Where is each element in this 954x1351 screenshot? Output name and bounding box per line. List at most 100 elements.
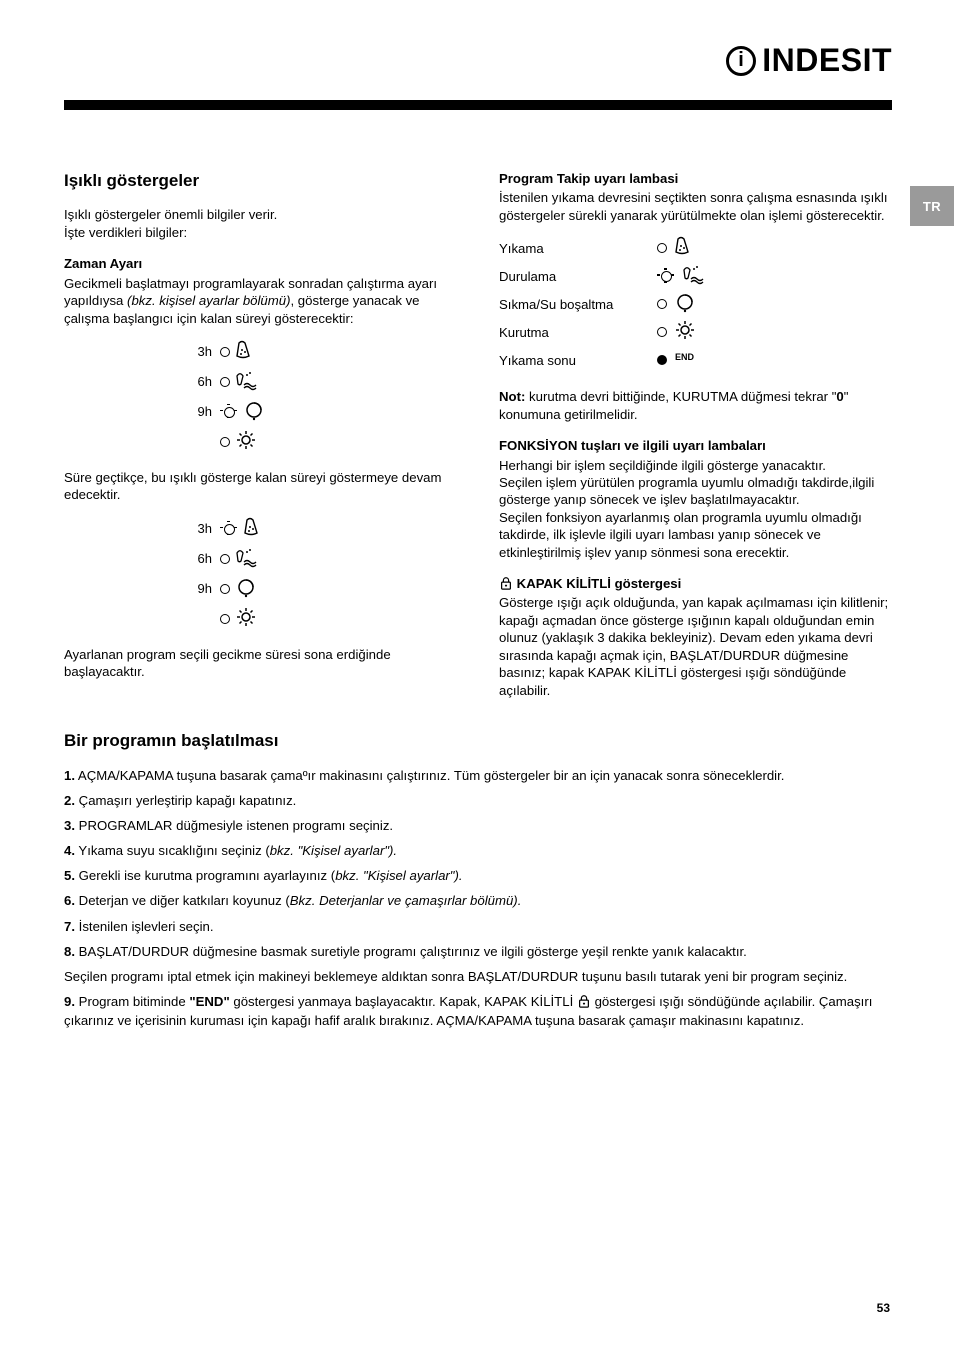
phase-label: Yıkama <box>499 240 649 257</box>
step-text: Program bitiminde <box>75 994 189 1009</box>
delay-label: 9h <box>184 403 212 420</box>
spin-icon <box>675 292 695 316</box>
text: KAPAK KİLİTLİ göstergesi <box>517 576 682 591</box>
step-text: Yıkama suyu sıcaklığını seçiniz ( <box>75 843 270 858</box>
text: Seçilen fonksiyon ayarlanmış olan progra… <box>499 509 894 561</box>
phase-row: Yıkama sonu <box>499 346 894 374</box>
led-indicator <box>657 269 675 283</box>
step-num: 2. <box>64 793 75 808</box>
heading-indicators: Işıklı göstergeler <box>64 170 459 192</box>
step-text: PROGRAMLAR düğmesiyle istenen programı s… <box>75 818 393 833</box>
text-bold: 0 <box>836 389 843 404</box>
step-num: 6. <box>64 893 75 908</box>
rinse-icon <box>236 547 256 571</box>
text: İşte verdikleri bilgiler: <box>64 225 187 240</box>
heading-door-locked: KAPAK KİLİTLİ göstergesi <box>499 575 894 592</box>
text: Gösterge ışığı açık olduğunda, yan kapak… <box>499 594 894 699</box>
delay-row <box>184 604 459 634</box>
text: Herhangi bir işlem seçildiğinde ilgili g… <box>499 457 894 474</box>
step-num: 3. <box>64 818 75 833</box>
delay-row: 6h <box>184 367 459 397</box>
rinse-icon <box>236 370 256 394</box>
led-indicator <box>220 377 230 387</box>
step-text-italic: bkz. "Kişisel ayarlar"). <box>335 868 462 883</box>
note-label: Not: <box>499 389 525 404</box>
step-text: Seçilen programı iptal etmek için makine… <box>64 967 894 986</box>
phase-row: Sıkma/Su boşaltma <box>499 290 894 318</box>
led-indicator <box>220 554 230 564</box>
wash-icon <box>675 236 695 260</box>
step-num: 5. <box>64 868 75 883</box>
step-text: İstenilen işlevleri seçin. <box>75 919 214 934</box>
step-text-bold: "END" <box>189 994 229 1009</box>
phase-label: Yıkama sonu <box>499 352 649 369</box>
end-icon <box>675 348 695 372</box>
text: Işıklı göstergeler önemli bilgiler verir… <box>64 207 277 222</box>
led-indicator <box>657 327 667 337</box>
led-indicator <box>657 299 667 309</box>
delay-label: 3h <box>184 520 212 537</box>
delay-row <box>184 427 459 457</box>
led-indicator <box>657 243 667 253</box>
step-num: 8. <box>64 944 75 959</box>
start-program-section: Bir programın başlatılması 1. AÇMA/KAPAM… <box>64 729 894 1030</box>
lock-icon <box>499 576 513 591</box>
phase-label: Kurutma <box>499 324 649 341</box>
delay-label: 6h <box>184 550 212 567</box>
step-text: AÇMA/KAPAMA tuşuna basarak çamaºır makin… <box>75 768 784 783</box>
heading-time: Zaman Ayarı <box>64 255 459 272</box>
dry-icon <box>675 320 695 344</box>
left-column: Işıklı göstergeler Işıklı göstergeler ön… <box>64 170 459 709</box>
wash-icon <box>244 517 264 541</box>
lock-icon <box>577 994 591 1009</box>
delay-row: 6h <box>184 544 459 574</box>
phase-row: Durulama <box>499 262 894 290</box>
phase-row: Kurutma <box>499 318 894 346</box>
heading-function-buttons: FONKSİYON tuşları ve ilgili uyarı lambal… <box>499 437 894 454</box>
delay-label: 9h <box>184 580 212 597</box>
language-tab: TR <box>910 186 954 226</box>
step-num: 1. <box>64 768 75 783</box>
step-text-italic: bkz. "Kişisel ayarlar"). <box>270 843 397 858</box>
delay-row: 9h <box>184 574 459 604</box>
delay-label: 3h <box>184 343 212 360</box>
header-bar <box>64 100 892 110</box>
step-text: BAŞLAT/DURDUR düğmesine basmak suretiyle… <box>75 944 747 959</box>
step-num: 7. <box>64 919 75 934</box>
info-icon: i <box>726 46 756 76</box>
heading-start-program: Bir programın başlatılması <box>64 729 894 754</box>
text: İstenilen yıkama devresini seçtikten son… <box>499 189 894 224</box>
dry-icon <box>236 430 256 454</box>
step-text-italic: Bkz. Deterjanlar ve çamaşırlar bölümü). <box>290 893 522 908</box>
phase-label: Durulama <box>499 268 649 285</box>
spin-icon <box>244 400 264 424</box>
text: kurutma devri bittiğinde, KURUTMA düğmes… <box>525 389 836 404</box>
spin-icon <box>236 577 256 601</box>
led-indicator <box>657 355 667 365</box>
step-num: 4. <box>64 843 75 858</box>
led-indicator <box>220 522 238 536</box>
delay-row: 3h <box>184 337 459 367</box>
dry-icon <box>236 607 256 631</box>
led-indicator <box>220 614 230 624</box>
right-column: Program Takip uyarı lambasi İstenilen yı… <box>499 170 894 709</box>
led-indicator <box>220 437 230 447</box>
delay-row: 3h <box>184 514 459 544</box>
led-indicator <box>220 405 238 419</box>
step-num: 9. <box>64 994 75 1009</box>
phase-indicator-list: Yıkama Durulama Sıkma/Su boşaltma Kurutma Yı… <box>499 234 894 374</box>
text: Süre geçtikçe, bu ışıklı gösterge kalan … <box>64 469 459 504</box>
text: Ayarlanan program seçili gecikme süresi … <box>64 646 459 681</box>
page-number: 53 <box>877 1301 890 1315</box>
wash-icon <box>236 340 256 364</box>
step-text: göstergesi yanmaya başlayacaktır. Kapak,… <box>230 994 577 1009</box>
heading-program-phase: Program Takip uyarı lambasi <box>499 170 894 187</box>
delay-row: 9h <box>184 397 459 427</box>
step-text: Gerekli ise kurutma programını ayarlayın… <box>75 868 335 883</box>
delay-indicator-block-1: 3h 6h 9h <box>184 337 459 457</box>
step-text: Deterjan ve diğer katkıları koyunuz ( <box>75 893 290 908</box>
brand-text: INDESIT <box>762 42 892 79</box>
step-text: Çamaşırı yerleştirip kapağı kapatınız. <box>75 793 296 808</box>
led-indicator <box>220 347 230 357</box>
delay-label: 6h <box>184 373 212 390</box>
